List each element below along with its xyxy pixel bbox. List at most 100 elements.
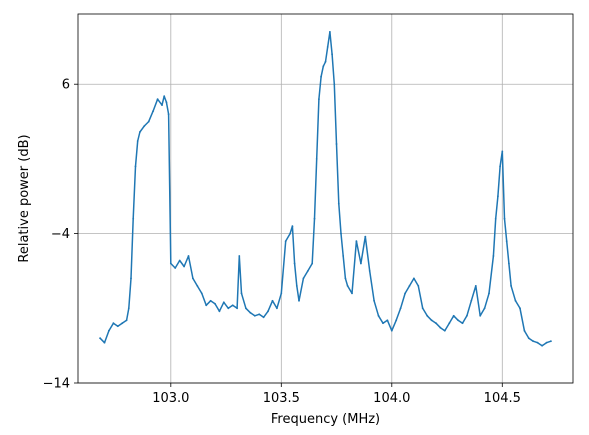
data-point <box>315 158 318 160</box>
data-point <box>238 255 241 257</box>
data-point <box>508 262 510 265</box>
data-point <box>284 240 287 243</box>
data-point <box>313 217 316 220</box>
data-point <box>320 75 322 78</box>
data-point <box>503 217 506 220</box>
data-point <box>505 240 508 243</box>
data-point <box>271 299 274 302</box>
data-point <box>333 83 336 86</box>
data-point <box>399 307 402 310</box>
data-point <box>413 277 415 280</box>
data-point <box>337 202 340 205</box>
data-point <box>497 195 499 198</box>
data-point <box>240 292 243 295</box>
data-point <box>196 285 199 287</box>
data-point <box>499 165 501 168</box>
data-point <box>373 299 375 302</box>
data-point <box>331 53 333 56</box>
data-point <box>127 307 130 310</box>
data-point <box>165 101 168 103</box>
data-point <box>306 270 309 272</box>
axes-frame <box>77 13 574 384</box>
data-point <box>276 307 278 310</box>
data-point <box>368 270 371 272</box>
data-point <box>302 277 305 280</box>
data-point <box>382 322 384 325</box>
data-point <box>205 304 208 307</box>
data-point <box>421 307 424 310</box>
data-point <box>200 292 203 295</box>
grid <box>78 14 573 384</box>
data-point <box>488 292 490 295</box>
data-point <box>295 285 298 287</box>
y-tick-label: −14 <box>43 377 70 392</box>
data-point <box>112 322 115 325</box>
data-point <box>169 262 172 265</box>
data-point <box>174 267 177 269</box>
data-point <box>293 262 296 265</box>
data-point <box>342 255 345 257</box>
data-point <box>364 235 367 238</box>
data-point <box>430 319 433 322</box>
data-point <box>209 299 212 302</box>
data-point <box>527 337 530 340</box>
data-point <box>183 265 186 268</box>
data-point <box>152 110 155 112</box>
data-point <box>340 232 342 235</box>
data-point <box>426 314 429 317</box>
data-point <box>510 285 512 287</box>
data-point <box>417 285 420 287</box>
data-point <box>550 340 552 343</box>
data-point <box>136 140 139 142</box>
data-point <box>344 277 347 280</box>
data-point <box>329 31 331 33</box>
y-axis-label: Relative power (dB) <box>17 134 32 262</box>
data-point <box>386 319 389 322</box>
data-point <box>214 302 216 305</box>
data-point <box>99 337 101 340</box>
data-point <box>479 314 482 317</box>
data-point <box>147 120 150 123</box>
data-point <box>443 329 446 332</box>
data-point <box>474 285 477 287</box>
data-point <box>461 322 464 325</box>
data-point <box>227 307 230 310</box>
data-point <box>236 307 239 310</box>
x-tick-label: 104.0 <box>373 391 410 406</box>
data-point <box>222 301 225 304</box>
data-point <box>130 277 132 280</box>
data-point <box>218 310 221 313</box>
data-point <box>501 150 504 153</box>
data-point <box>134 165 137 168</box>
data-point <box>245 307 247 310</box>
data-point <box>249 311 252 314</box>
data-point <box>125 319 128 322</box>
data-point <box>178 259 181 262</box>
data-point <box>103 341 106 344</box>
y-axis: −14 −4 6 <box>43 78 78 392</box>
data-point <box>514 299 517 302</box>
data-point <box>324 60 327 63</box>
data-point <box>318 98 320 101</box>
data-point <box>523 329 526 332</box>
data-point <box>377 314 380 317</box>
data-point <box>163 95 166 98</box>
x-tick-label: 104.5 <box>484 391 521 406</box>
data-point <box>253 314 256 317</box>
data-point <box>298 299 300 302</box>
data-point <box>156 98 159 101</box>
data-point <box>262 316 265 319</box>
data-point <box>395 319 398 322</box>
data-point <box>532 340 535 343</box>
data-point <box>291 225 294 228</box>
data-point <box>439 326 442 329</box>
data-point <box>335 143 338 145</box>
data-point <box>351 292 353 295</box>
data-point <box>545 341 548 344</box>
data-point <box>326 46 329 48</box>
data-point <box>231 304 234 307</box>
x-axis-label: Frequency (MHz) <box>271 412 380 427</box>
data-point <box>161 104 163 106</box>
data-point <box>355 240 358 243</box>
